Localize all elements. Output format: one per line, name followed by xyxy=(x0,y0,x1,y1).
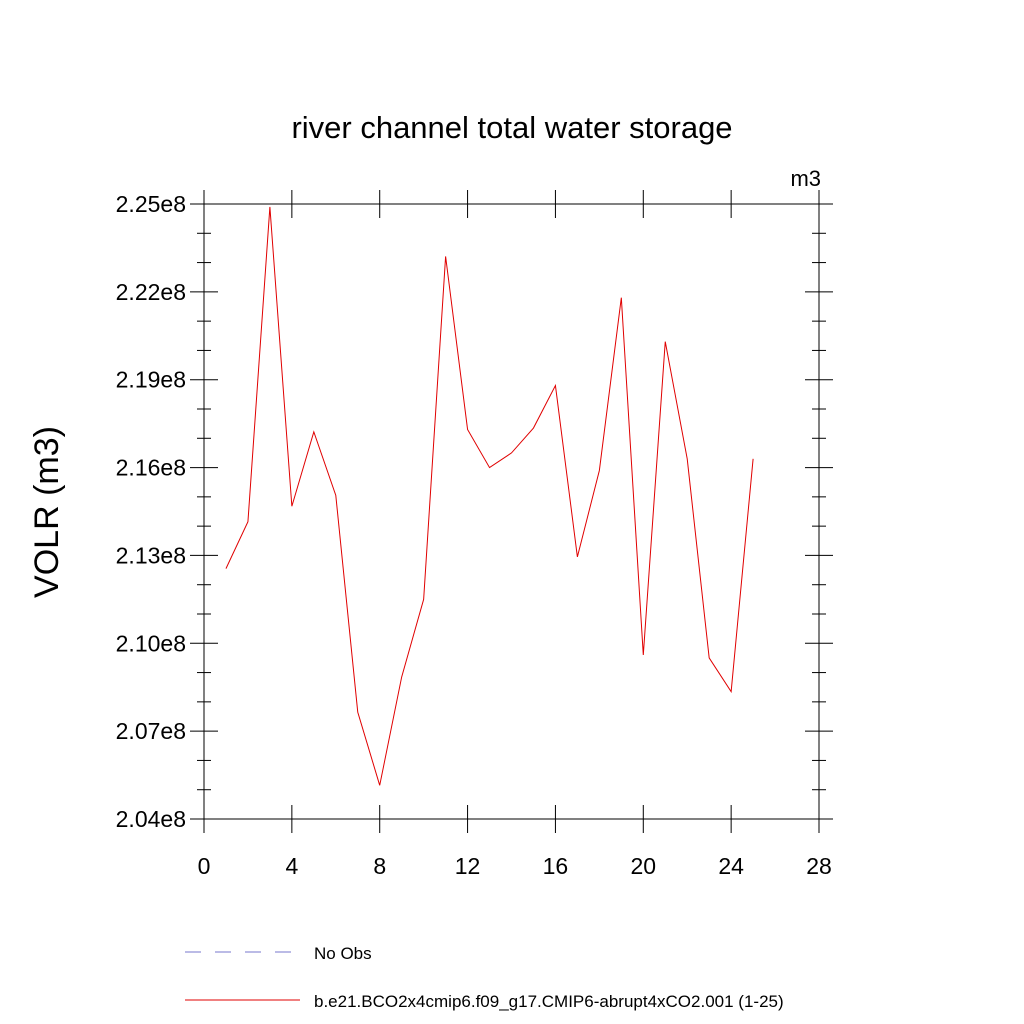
plot-frame xyxy=(203,203,820,820)
series-line xyxy=(225,206,754,786)
y-tick-label: 2.04e8 xyxy=(116,806,186,832)
x-axis: 0 4 8 12 16 20 24 28 xyxy=(198,190,832,879)
series-layer xyxy=(225,206,754,786)
y-tick-label: 2.25e8 xyxy=(116,191,186,217)
x-tick-label: 16 xyxy=(543,853,569,879)
chart-title: river channel total water storage xyxy=(291,110,732,145)
x-tick-label: 8 xyxy=(373,853,386,879)
units-label: m3 xyxy=(790,166,821,191)
y-tick-label: 2.13e8 xyxy=(116,542,186,568)
y-tick-label: 2.07e8 xyxy=(116,718,186,744)
legend-label-no-obs: No Obs xyxy=(314,944,372,963)
y-tick-label: 2.10e8 xyxy=(116,630,186,656)
y-tick-label: 2.16e8 xyxy=(116,455,186,481)
legend: No Obs b.e21.BCO2x4cmip6.f09_g17.CMIP6-a… xyxy=(185,944,784,1011)
y-axis: 2.04e8 2.07e8 2.10e8 2.13e8 2.16e8 2.19e8 2.22… xyxy=(116,191,833,832)
x-tick-label: 12 xyxy=(455,853,481,879)
x-tick-label: 20 xyxy=(630,853,656,879)
x-tick-label: 28 xyxy=(806,853,832,879)
legend-label-model: b.e21.BCO2x4cmip6.f09_g17.CMIP6-abrupt4x… xyxy=(314,992,784,1011)
x-tick-label: 24 xyxy=(718,853,744,879)
y-tick-label: 2.22e8 xyxy=(116,279,186,305)
y-axis-label: VOLR (m3) xyxy=(28,426,66,598)
x-tick-label: 0 xyxy=(198,853,211,879)
x-tick-label: 4 xyxy=(285,853,298,879)
y-tick-label: 2.19e8 xyxy=(116,367,186,393)
